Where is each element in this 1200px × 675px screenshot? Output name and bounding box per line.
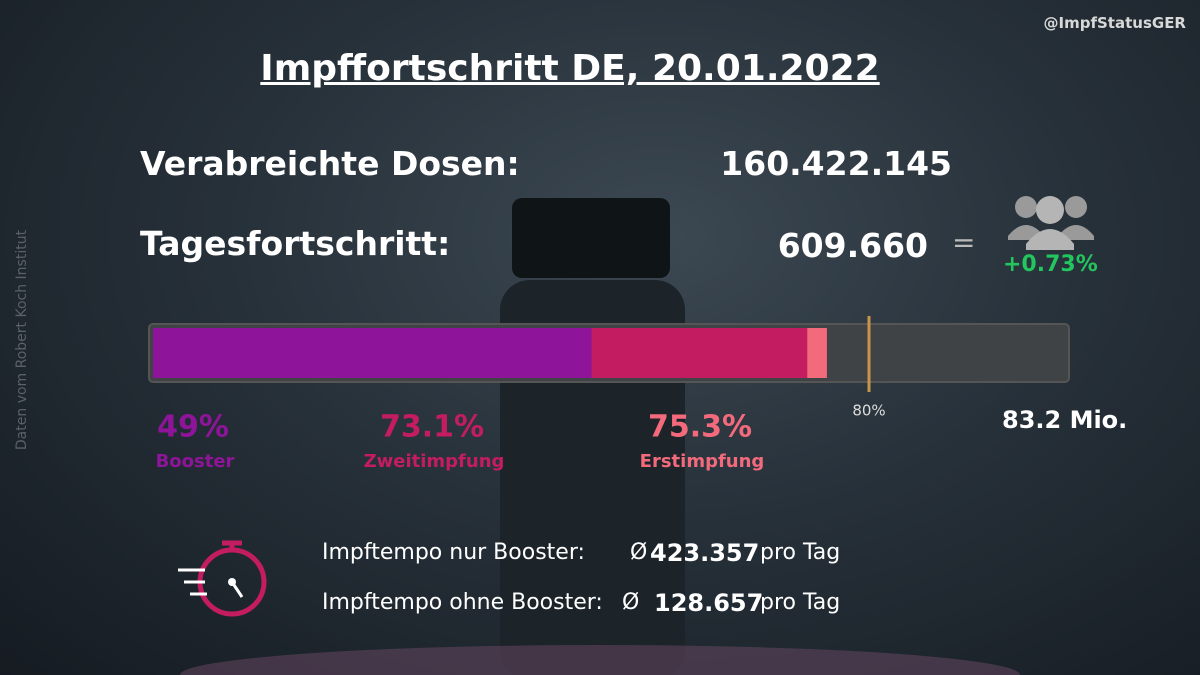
segment-name: Erstimpfung (640, 451, 765, 472)
pace-symbol: Ø (622, 590, 640, 615)
daily-value: 609.660 (777, 226, 928, 265)
segment-name: Zweitimpfung (364, 451, 505, 472)
stopwatch-icon (178, 540, 267, 617)
vial-cap (512, 198, 670, 278)
glow (180, 645, 1020, 675)
pace-unit: pro Tag (760, 590, 841, 615)
segment-name: Booster (156, 451, 235, 472)
segment-value: 75.3% (648, 410, 752, 445)
daily-share: +0.73% (1003, 252, 1098, 277)
segment-value: 49% (157, 410, 229, 445)
equals: = (952, 226, 976, 259)
pace-label: Impftempo nur Booster: (322, 540, 585, 565)
pace-unit: pro Tag (760, 540, 841, 565)
pace-label: Impftempo ohne Booster: (322, 590, 603, 615)
marker-label: 80% (852, 402, 885, 420)
source-note: Daten vom Robert Koch Institut (14, 229, 30, 450)
daily-label: Tagesfortschritt: (140, 224, 451, 263)
pace-value: 423.357 (650, 539, 760, 567)
pace-value: 128.657 (654, 589, 764, 617)
handle: @ImpfStatusGER (1043, 14, 1186, 32)
population: 83.2 Mio. (1002, 406, 1128, 434)
progress-segment (153, 328, 592, 378)
people-icon (1008, 196, 1094, 250)
doses-value: 160.422.145 (720, 144, 952, 183)
title: Impffortschritt DE, 20.01.2022 (260, 48, 880, 89)
doses-label: Verabreichte Dosen: (140, 144, 520, 183)
segment-value: 73.1% (380, 410, 484, 445)
pace-symbol: Ø (630, 540, 648, 565)
